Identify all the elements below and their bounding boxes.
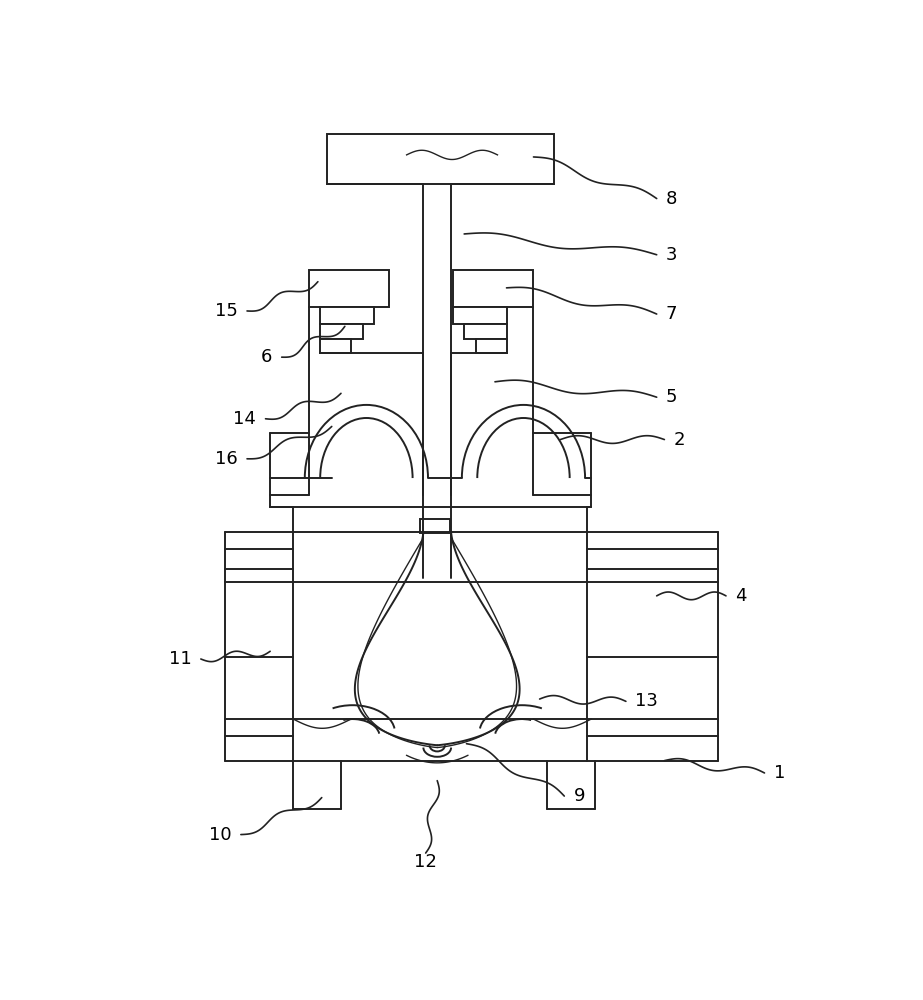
Text: 10: 10	[209, 826, 232, 844]
Bar	[320, 339, 351, 353]
Bar	[327, 134, 555, 184]
Text: 9: 9	[573, 787, 585, 805]
Text: 11: 11	[169, 650, 192, 668]
Bar	[464, 324, 507, 339]
Text: 15: 15	[215, 302, 238, 320]
Bar	[452, 307, 507, 324]
Text: 8: 8	[665, 190, 677, 208]
Text: 4: 4	[736, 587, 747, 605]
Bar	[452, 270, 533, 307]
Bar	[475, 339, 507, 353]
Bar	[420, 519, 450, 533]
Bar	[320, 324, 363, 339]
Text: 5: 5	[665, 388, 677, 406]
Text: 13: 13	[635, 692, 658, 710]
Text: 3: 3	[665, 246, 677, 264]
Text: 2: 2	[674, 431, 685, 449]
Text: 12: 12	[414, 853, 438, 871]
Text: 7: 7	[665, 305, 677, 323]
Bar	[308, 270, 390, 307]
Text: 1: 1	[773, 764, 785, 782]
Text: 14: 14	[234, 410, 257, 428]
Text: 6: 6	[261, 348, 272, 366]
Text: 16: 16	[215, 450, 238, 468]
Bar	[320, 307, 374, 324]
